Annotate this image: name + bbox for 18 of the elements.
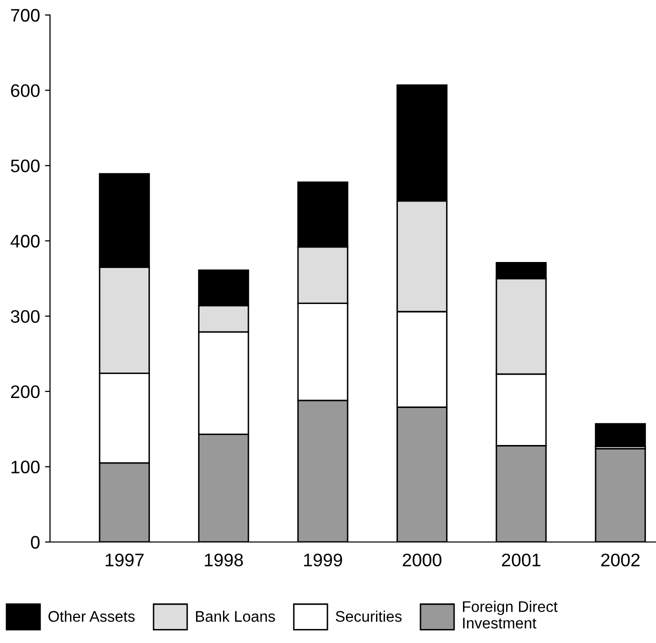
x-tick-label: 2001 <box>502 554 540 566</box>
y-tick-label: 600 <box>11 84 40 98</box>
y-tick-label: 200 <box>11 385 40 398</box>
x-tick-label: 1997 <box>106 554 144 566</box>
x-tick-label: 1998 <box>204 554 243 566</box>
legend-label: Securities <box>336 610 402 622</box>
y-tick-label: 500 <box>10 160 40 172</box>
y-tick-label: 0 <box>30 536 40 549</box>
y-tick-label: 300 <box>10 310 40 323</box>
x-tick-label: 2002 <box>601 554 640 566</box>
y-tick-label: 400 <box>10 234 40 248</box>
y-tick-label: 700 <box>11 8 40 22</box>
x-tick-label: 2000 <box>402 554 442 566</box>
y-tick-label: 100 <box>12 460 40 474</box>
legend-label: Other Assets <box>48 610 135 622</box>
x-tick-label: 1999 <box>304 554 342 566</box>
legend-label: Bank Loans <box>196 610 275 622</box>
legend-label: Foreign Direct Investment <box>462 600 558 628</box>
